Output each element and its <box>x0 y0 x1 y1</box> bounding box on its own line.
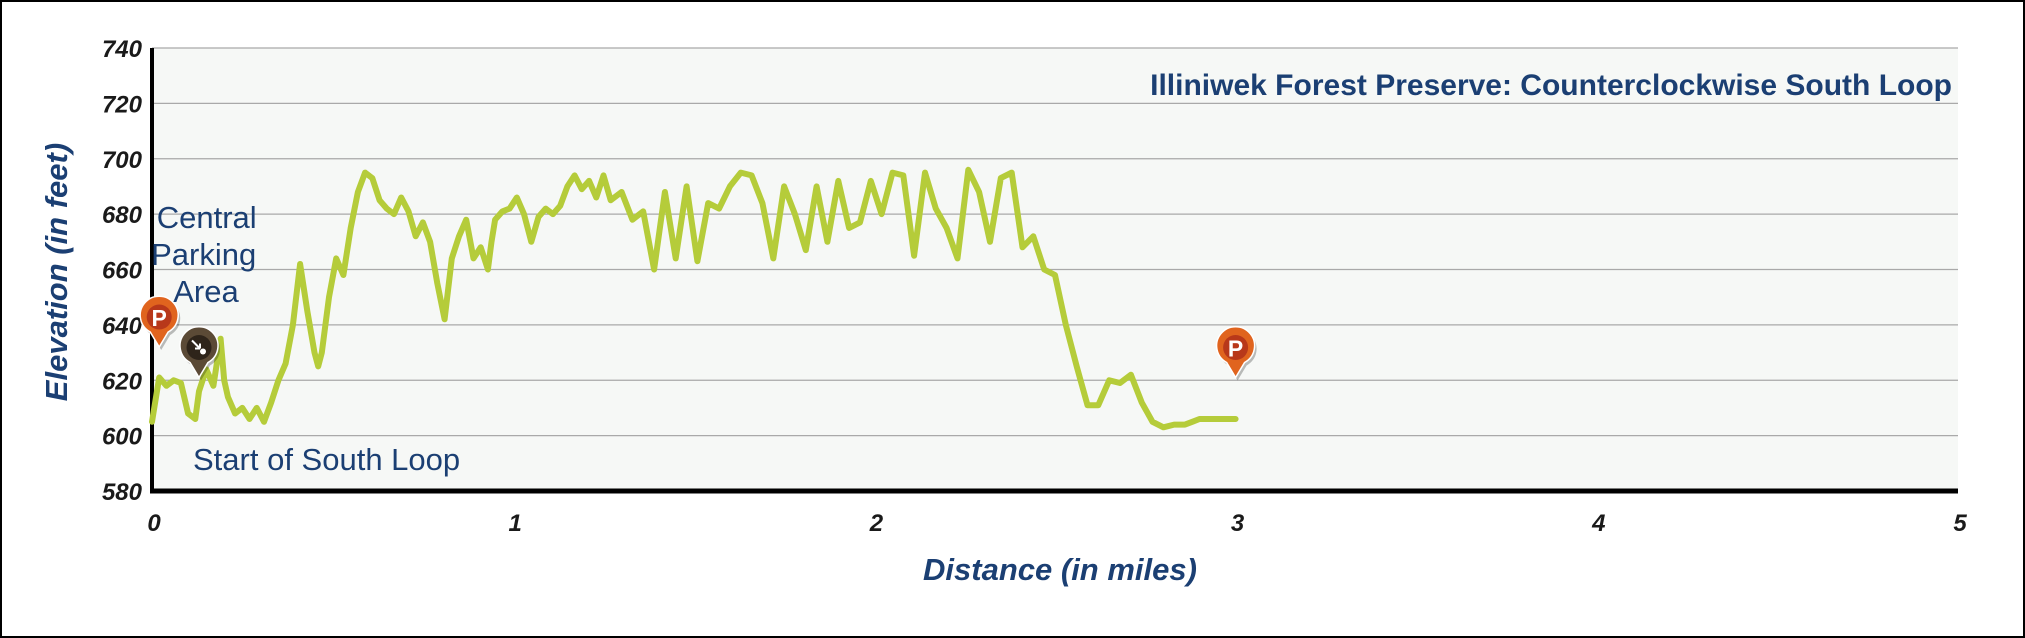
x-tick-label: 3 <box>1231 510 1245 537</box>
x-tick-label: 2 <box>869 510 884 537</box>
parking-letter: P <box>1228 336 1243 362</box>
annotation-line: Parking <box>151 237 256 272</box>
y-axis-ticks: 580 600 620 640 660 680 700 720 740 <box>102 36 143 506</box>
annotation-line: Area <box>173 274 239 309</box>
x-axis-label: Distance (in miles) <box>923 552 1197 587</box>
marker-badge <box>1223 335 1249 360</box>
y-tick-label: 620 <box>102 368 143 395</box>
trailhead-dot-icon <box>200 348 206 355</box>
parking-marker: P <box>139 295 181 350</box>
x-tick-label: 5 <box>1953 510 1967 537</box>
y-tick-label: 640 <box>102 313 143 340</box>
parking-marker: P <box>1215 326 1257 381</box>
y-tick-label: 700 <box>102 147 143 174</box>
y-tick-label: 740 <box>102 36 143 63</box>
map-markers: PP <box>139 295 1257 381</box>
x-tick-label: 0 <box>147 510 161 537</box>
trailhead-marker <box>179 326 220 381</box>
annotation-central-parking-area: Central Parking Area <box>151 200 265 309</box>
y-tick-label: 600 <box>102 424 143 451</box>
x-tick-label: 1 <box>509 510 522 537</box>
y-axis-label: Elevation (in feet) <box>39 143 74 401</box>
annotation-start-of-south-loop: Start of South Loop <box>193 442 460 477</box>
y-tick-label: 720 <box>102 91 143 118</box>
y-tick-label: 680 <box>102 202 143 229</box>
trailhead-arrow-icon <box>191 339 201 350</box>
gridlines <box>152 47 1958 437</box>
x-axis-ticks: 0 1 2 3 4 5 <box>147 510 1967 537</box>
chart-title: Illiniwek Forest Preserve: Counterclockw… <box>1150 69 1952 102</box>
parking-letter: P <box>152 305 167 331</box>
y-tick-label: 580 <box>102 479 143 506</box>
y-tick-label: 660 <box>102 258 143 285</box>
x-tick-label: 4 <box>1591 510 1605 537</box>
annotation-line: Central <box>157 200 257 235</box>
elevation-series-line <box>149 166 1239 431</box>
marker-badge <box>146 304 172 330</box>
